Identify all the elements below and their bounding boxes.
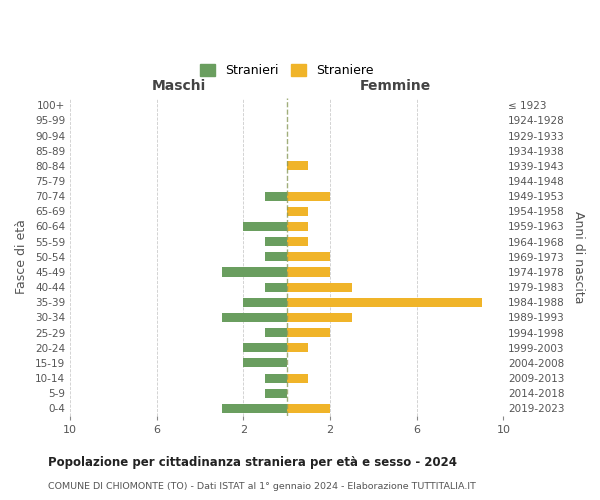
Bar [287,222,308,231]
Bar [287,343,308,352]
Text: Popolazione per cittadinanza straniera per età e sesso - 2024: Popolazione per cittadinanza straniera p… [48,456,457,469]
Bar [265,282,287,292]
Bar [265,252,287,262]
Text: COMUNE DI CHIOMONTE (TO) - Dati ISTAT al 1° gennaio 2024 - Elaborazione TUTTITAL: COMUNE DI CHIOMONTE (TO) - Dati ISTAT al… [48,482,476,491]
Bar [287,282,352,292]
Bar [244,358,287,368]
Bar [222,404,287,413]
Bar [287,207,308,216]
Bar [244,343,287,352]
Bar [222,268,287,276]
Bar [244,222,287,231]
Bar [287,404,330,413]
Y-axis label: Anni di nascita: Anni di nascita [572,210,585,303]
Y-axis label: Fasce di età: Fasce di età [15,220,28,294]
Legend: Stranieri, Straniere: Stranieri, Straniere [195,60,379,82]
Bar [287,268,330,276]
Bar [265,192,287,200]
Bar [287,252,330,262]
Bar [287,237,308,246]
Bar [244,298,287,307]
Bar [287,162,308,170]
Bar [287,313,352,322]
Bar [287,328,330,337]
Bar [287,192,330,200]
Bar [265,237,287,246]
Bar [265,388,287,398]
Text: Maschi: Maschi [151,79,206,93]
Bar [222,313,287,322]
Bar [265,328,287,337]
Bar [265,374,287,382]
Bar [287,374,308,382]
Text: Femmine: Femmine [359,79,431,93]
Bar [287,298,482,307]
